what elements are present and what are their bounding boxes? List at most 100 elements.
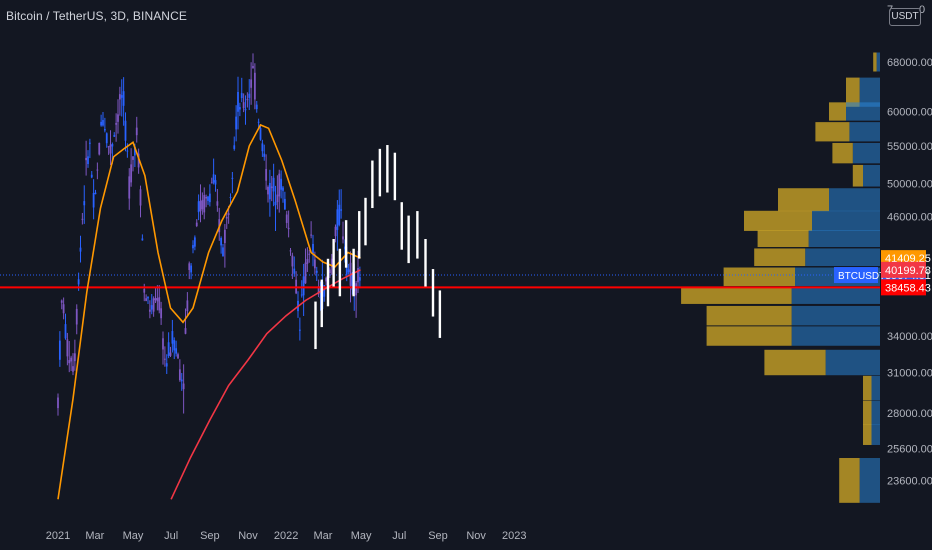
- candle-body: [156, 298, 159, 302]
- candle-body: [190, 265, 193, 273]
- candle-body: [313, 259, 316, 269]
- candle-body: [357, 268, 359, 283]
- candle-body: [180, 379, 183, 382]
- candle-body: [330, 258, 333, 268]
- candle-body: [167, 342, 170, 357]
- candle-body: [238, 107, 241, 110]
- y-tick-label: 55000.00: [887, 141, 932, 153]
- y-tick-label: 23600.00: [887, 475, 932, 487]
- candle-body: [177, 354, 179, 359]
- vp-bar-up: [871, 401, 880, 425]
- y-tick-label: 28000.00: [887, 408, 932, 420]
- candle-body: [304, 262, 307, 284]
- y-tick-label: 31000.00: [887, 368, 932, 380]
- candle-body: [92, 192, 95, 208]
- x-tick-label: Jul: [164, 530, 178, 542]
- candle-body: [192, 245, 194, 249]
- candle-body: [186, 300, 189, 312]
- y-axis: 23600.00 25600.00 28000.00 31000.00 34000.00…: [887, 57, 932, 487]
- vp-bar-down: [764, 349, 826, 376]
- candle-body: [317, 286, 320, 295]
- candle-body: [115, 123, 118, 125]
- candle-body: [272, 177, 275, 192]
- candle-body: [268, 182, 271, 200]
- candle-body: [117, 114, 119, 122]
- vp-bar-up: [791, 326, 880, 346]
- candle-body: [171, 331, 174, 344]
- candle-body: [253, 72, 256, 100]
- candle-body: [58, 340, 61, 360]
- candle-body: [283, 198, 286, 210]
- candle-body: [205, 196, 208, 199]
- candles: [57, 53, 361, 416]
- candle-body: [100, 121, 103, 126]
- vp-bar-down: [754, 248, 806, 267]
- x-tick-label: 2022: [274, 530, 298, 542]
- candle-body: [188, 263, 191, 270]
- candle-body: [263, 153, 266, 157]
- candle-body: [147, 296, 149, 299]
- candle-body: [302, 276, 305, 296]
- y-tick-label: 34000.00: [887, 331, 932, 343]
- candle-body: [207, 196, 209, 201]
- vp-bar-down: [863, 375, 872, 401]
- vp-bar-down: [815, 122, 850, 142]
- candle-body: [336, 209, 339, 230]
- candle-body: [111, 143, 114, 147]
- candle-body: [270, 186, 273, 189]
- y-tick-label: 68000.00: [887, 57, 932, 69]
- candle-body: [250, 79, 253, 88]
- candle-body: [355, 283, 358, 296]
- candle-body: [197, 201, 200, 213]
- candle-body: [229, 196, 232, 198]
- vp-bar-up: [871, 424, 880, 445]
- candle-body: [280, 178, 283, 190]
- candle-body: [120, 95, 123, 98]
- candle-body: [102, 120, 104, 126]
- candle-body: [79, 247, 82, 252]
- candle-body: [222, 247, 224, 257]
- candle-body: [334, 226, 337, 237]
- candle-body: [214, 180, 217, 185]
- candle-body: [85, 157, 88, 161]
- candle-body: [154, 298, 157, 301]
- candle-body: [193, 237, 196, 247]
- candle-body: [265, 169, 268, 181]
- candle-body: [240, 93, 243, 99]
- candle-body: [182, 383, 185, 390]
- vp-bar-up: [863, 164, 880, 187]
- candle-body: [141, 238, 144, 241]
- candle-body: [90, 174, 93, 178]
- currency-selector[interactable]: USDT: [889, 8, 921, 26]
- vp-bar-down: [681, 286, 792, 304]
- candle-body: [201, 199, 204, 210]
- candle-body: [148, 309, 151, 312]
- vp-bar-up: [805, 248, 880, 267]
- candle-body: [57, 397, 59, 409]
- candle-body: [203, 195, 206, 213]
- candle-body: [319, 296, 322, 299]
- candle-body: [113, 135, 116, 137]
- x-tick-label: Sep: [200, 530, 220, 542]
- candle-body: [132, 156, 134, 160]
- candle-body: [135, 127, 138, 136]
- candle-body: [347, 269, 350, 273]
- candle-body: [212, 174, 215, 183]
- vp-bar-up: [876, 52, 880, 72]
- candle-body: [94, 192, 97, 195]
- vp-bar-down: [832, 142, 853, 164]
- vp-bar-down: [706, 326, 792, 346]
- candle-body: [77, 279, 80, 285]
- vp-bar-down: [757, 230, 809, 248]
- candle-body: [83, 201, 86, 206]
- x-tick-label: Sep: [428, 530, 448, 542]
- candle-body: [244, 108, 247, 111]
- candle-body: [220, 238, 223, 246]
- x-tick-label: May: [123, 530, 144, 542]
- price-label-bg: [881, 261, 926, 278]
- ma-short-line: [57, 123, 361, 500]
- candle-body: [195, 222, 198, 226]
- candle-body: [259, 128, 262, 140]
- candle-body: [98, 142, 101, 155]
